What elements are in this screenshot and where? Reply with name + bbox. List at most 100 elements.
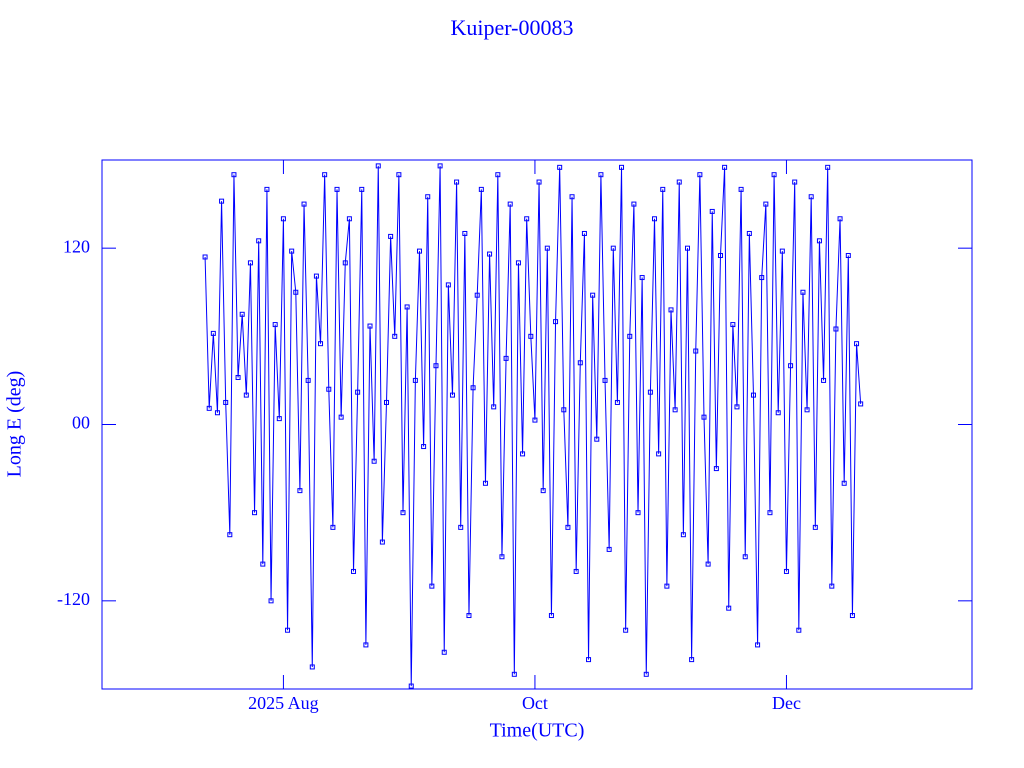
data-point bbox=[375, 163, 381, 169]
data-point bbox=[466, 613, 472, 619]
data-point bbox=[717, 253, 723, 259]
data-point bbox=[276, 416, 282, 422]
data-point bbox=[388, 233, 394, 239]
data-point bbox=[326, 386, 332, 392]
data-point bbox=[289, 248, 295, 254]
data-point bbox=[845, 253, 851, 259]
data-point bbox=[371, 458, 377, 464]
data-point bbox=[511, 671, 517, 677]
x-tick-label: 2025 Aug bbox=[248, 693, 319, 713]
data-point bbox=[652, 216, 658, 222]
data-point bbox=[643, 671, 649, 677]
data-point bbox=[231, 172, 237, 178]
data-point bbox=[392, 333, 398, 339]
data-point bbox=[536, 179, 542, 185]
data-point bbox=[487, 251, 493, 257]
data-point bbox=[656, 451, 662, 457]
data-point bbox=[474, 292, 480, 298]
data-point bbox=[738, 186, 744, 192]
data-point bbox=[684, 245, 690, 251]
data-point bbox=[722, 164, 728, 170]
data-point bbox=[363, 642, 369, 648]
data-point bbox=[285, 627, 291, 633]
data-point bbox=[532, 417, 538, 423]
data-point bbox=[330, 524, 336, 530]
data-point bbox=[808, 194, 814, 200]
data-point bbox=[379, 539, 385, 545]
data-point bbox=[816, 238, 822, 244]
data-point bbox=[408, 683, 414, 689]
data-point bbox=[421, 444, 427, 450]
y-axis-label: Long E (deg) bbox=[4, 371, 26, 478]
data-point bbox=[412, 377, 418, 383]
data-point bbox=[821, 377, 827, 383]
data-point bbox=[680, 532, 686, 538]
data-point bbox=[759, 275, 765, 281]
y-tick-label: 120 bbox=[63, 236, 90, 256]
data-point bbox=[544, 245, 550, 251]
data-point bbox=[841, 480, 847, 486]
chart-title: Kuiper-00083 bbox=[451, 15, 574, 40]
data-point bbox=[239, 311, 245, 317]
data-point bbox=[610, 245, 616, 251]
data-point bbox=[713, 466, 719, 472]
data-point bbox=[441, 649, 447, 655]
x-tick-label: Oct bbox=[522, 693, 548, 713]
data-point bbox=[561, 407, 567, 413]
data-point bbox=[338, 414, 344, 420]
data-point bbox=[619, 164, 625, 170]
data-point bbox=[247, 260, 253, 266]
data-point bbox=[272, 322, 278, 328]
data-point bbox=[606, 546, 612, 552]
y-tick-label: 00 bbox=[72, 413, 90, 433]
data-point bbox=[400, 510, 406, 516]
data-point bbox=[586, 657, 592, 663]
data-point bbox=[804, 407, 810, 413]
data-point bbox=[293, 289, 299, 295]
data-point bbox=[367, 323, 373, 329]
data-point bbox=[256, 238, 262, 244]
data-point bbox=[557, 164, 563, 170]
data-point bbox=[734, 404, 740, 410]
data-point bbox=[730, 322, 736, 328]
data-point bbox=[462, 230, 468, 236]
data-point bbox=[631, 201, 637, 207]
x-tick-label: Dec bbox=[772, 693, 801, 713]
data-point bbox=[639, 275, 645, 281]
data-point bbox=[573, 568, 579, 574]
data-point bbox=[301, 201, 307, 207]
data-point bbox=[318, 341, 324, 347]
data-point bbox=[833, 326, 839, 332]
data-point bbox=[647, 389, 653, 395]
data-point bbox=[577, 360, 583, 366]
data-point bbox=[322, 172, 328, 178]
data-point bbox=[449, 392, 455, 398]
data-point bbox=[495, 172, 501, 178]
data-point bbox=[437, 163, 443, 169]
data-point bbox=[470, 385, 476, 391]
data-point bbox=[396, 172, 402, 178]
data-point bbox=[346, 216, 352, 222]
data-point bbox=[598, 172, 604, 178]
data-point bbox=[503, 355, 509, 361]
data-point bbox=[280, 216, 286, 222]
data-point bbox=[425, 194, 431, 200]
data-point bbox=[689, 657, 695, 663]
data-point bbox=[491, 404, 497, 410]
data-point bbox=[507, 201, 513, 207]
data-point bbox=[812, 524, 818, 530]
data-point bbox=[746, 230, 752, 236]
data-point bbox=[709, 208, 715, 214]
data-point bbox=[334, 186, 340, 192]
data-point bbox=[268, 598, 274, 604]
data-point bbox=[742, 554, 748, 560]
data-point bbox=[750, 392, 756, 398]
data-point bbox=[779, 248, 785, 254]
data-point bbox=[788, 363, 794, 369]
data-point bbox=[792, 179, 798, 185]
series-line bbox=[204, 165, 862, 687]
data-point bbox=[520, 451, 526, 457]
data-point bbox=[825, 164, 831, 170]
data-point bbox=[313, 273, 319, 279]
data-point bbox=[264, 186, 270, 192]
